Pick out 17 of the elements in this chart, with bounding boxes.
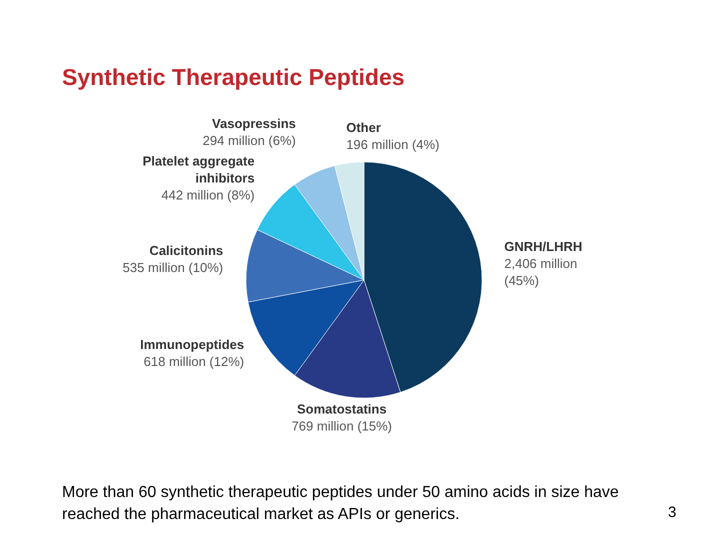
data-label: 618 million (12%) — [144, 354, 244, 370]
slice-label: Somatostatins — [296, 401, 387, 416]
data-label: 196 million (4%) — [346, 137, 440, 152]
data-label: 769 million (15%) — [292, 418, 392, 434]
data-label: 294 million (6%) — [202, 133, 296, 148]
slice-label: Platelet aggregate inhibitors — [142, 153, 255, 186]
slice-label: Immunopeptides — [140, 337, 244, 352]
data-label: 2,406 million (45%) — [504, 256, 578, 288]
slice-label: Vasopressins — [212, 116, 296, 132]
data-label: 535 million (10%) — [122, 260, 224, 276]
text: 3 — [668, 504, 676, 521]
text: More than 60 synthetic therapeutic peptides under 50 amino acids in size have reached the pharmaceutical market as APIs or generics. — [62, 483, 620, 525]
chart-title: Synthetic Therapeutic Peptides — [62, 64, 405, 91]
data-label: 442 million (8%) — [161, 187, 255, 202]
slice-label: GNRH/LHRH — [504, 238, 582, 254]
slice-label: Calicitonins — [149, 243, 224, 258]
slice-label: Other — [346, 120, 381, 136]
